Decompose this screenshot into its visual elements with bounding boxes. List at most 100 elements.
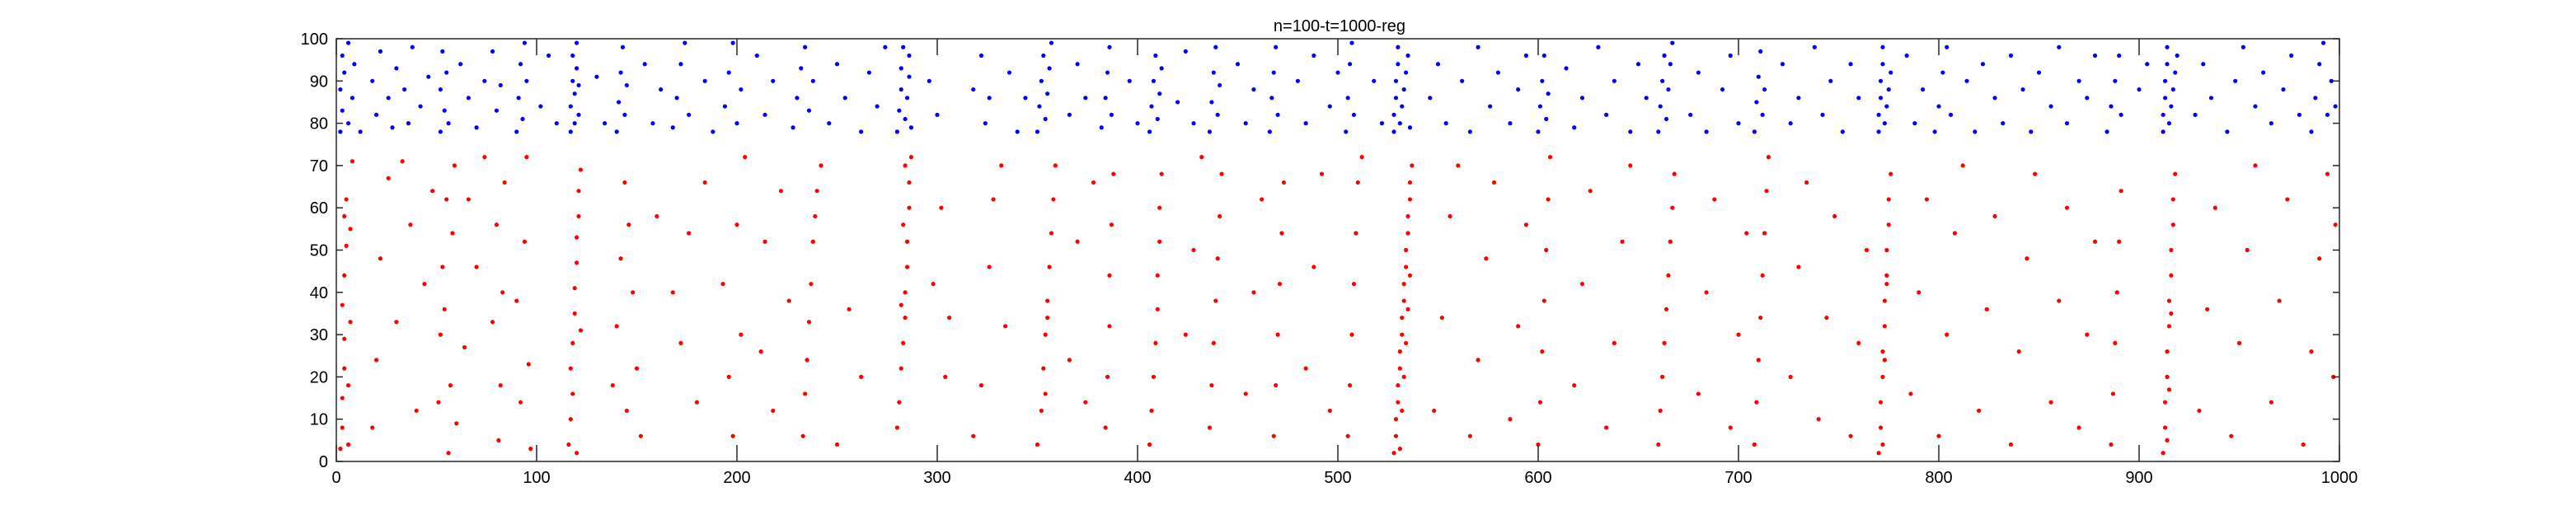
series-1-point-51 xyxy=(576,112,581,117)
series-1-point-37 xyxy=(520,116,525,122)
series-1-point-277 xyxy=(2165,44,2170,49)
series-0-point-332 xyxy=(2277,298,2282,303)
series-0-point-35 xyxy=(462,344,467,350)
series-1-point-96 xyxy=(901,44,906,49)
series-0-point-230 xyxy=(1579,281,1585,287)
series-1-point-199 xyxy=(1612,78,1616,83)
series-0-point-215 xyxy=(1467,433,1472,438)
series-0-point-298 xyxy=(2057,298,2062,303)
series-1-point-105 xyxy=(978,53,984,59)
series-1-point-279 xyxy=(2169,104,2174,109)
series-1-point-173 xyxy=(1401,87,1406,92)
series-0-point-118 xyxy=(939,205,944,210)
series-0-point-327 xyxy=(2229,433,2234,438)
series-0-point-100 xyxy=(834,442,840,447)
series-0-point-142 xyxy=(1103,425,1108,430)
series-1-point-8 xyxy=(352,62,357,67)
series-1-point-41 xyxy=(546,53,551,59)
series-1-point-126 xyxy=(1109,112,1114,117)
series-0-point-290 xyxy=(1977,408,1982,414)
series-1-point-81 xyxy=(799,66,804,71)
series-1-point-145 xyxy=(1235,62,1241,67)
series-0-point-303 xyxy=(2109,442,2114,447)
series-0-point-336 xyxy=(2317,256,2322,261)
series-0-point-218 xyxy=(1491,180,1497,185)
series-0-point-273 xyxy=(1882,324,1887,329)
series-1-point-258 xyxy=(2036,70,2042,75)
series-1-point-272 xyxy=(2161,129,2165,134)
series-0-point-182 xyxy=(1349,332,1354,337)
series-0-point-315 xyxy=(2166,298,2172,303)
series-1-point-170 xyxy=(1396,44,1401,49)
series-0-point-181 xyxy=(1347,383,1353,388)
series-0-point-214 xyxy=(1456,163,1461,168)
series-1-point-62 xyxy=(650,121,655,126)
series-1-point-229 xyxy=(1840,129,1845,134)
series-0-point-231 xyxy=(1588,189,1593,194)
series-0-point-248 xyxy=(1728,425,1733,430)
series-0-point-174 xyxy=(1279,231,1284,236)
series-0-point-319 xyxy=(2170,197,2175,202)
series-0-point-323 xyxy=(2169,311,2174,316)
chart-title: n=100-t=1000-reg xyxy=(1274,17,1405,35)
series-0-point-54 xyxy=(570,340,575,345)
series-0-point-305 xyxy=(2113,340,2118,345)
series-0-point-192 xyxy=(1397,366,1402,371)
series-0-point-282 xyxy=(1884,281,1889,287)
series-1-point-176 xyxy=(1407,125,1413,130)
series-0-point-179 xyxy=(1327,408,1332,414)
series-0-point-86 xyxy=(758,349,763,354)
series-0-point-317 xyxy=(2169,247,2174,253)
series-0-point-302 xyxy=(2092,239,2098,244)
series-0-point-269 xyxy=(1878,425,1884,430)
series-0-point-125 xyxy=(999,163,1004,168)
series-0-point-261 xyxy=(1804,180,1809,185)
x-tick-label-9: 900 xyxy=(2125,469,2152,487)
series-1-point-156 xyxy=(1327,104,1332,109)
series-0-point-1 xyxy=(340,425,345,430)
series-0-point-188 xyxy=(1393,433,1399,438)
series-0-point-281 xyxy=(1882,358,1887,363)
series-0-point-168 xyxy=(1251,290,1256,295)
series-0-point-169 xyxy=(1260,197,1265,202)
series-0-point-185 xyxy=(1355,180,1360,185)
series-0-point-257 xyxy=(1764,189,1769,194)
series-0-point-43 xyxy=(500,290,505,295)
series-0-point-131 xyxy=(1045,298,1050,303)
series-1-point-139 xyxy=(1207,129,1213,134)
series-1-point-140 xyxy=(1209,100,1214,105)
series-1-point-235 xyxy=(1878,78,1884,83)
series-1-point-201 xyxy=(1635,62,1641,67)
series-0-point-134 xyxy=(1051,197,1056,202)
series-0-point-78 xyxy=(694,400,700,405)
series-0-point-200 xyxy=(1405,231,1410,236)
series-1-point-158 xyxy=(1344,129,1349,134)
series-0-point-226 xyxy=(1544,247,1549,253)
series-1-point-261 xyxy=(2064,121,2070,126)
series-1-point-290 xyxy=(2261,70,2266,75)
series-0-point-22 xyxy=(414,408,419,414)
series-0-point-229 xyxy=(1572,383,1577,388)
series-1-point-166 xyxy=(1391,112,1396,117)
series-0-point-207 xyxy=(1401,374,1406,379)
series-1-point-129 xyxy=(1147,129,1152,134)
y-tick-label-1: 10 xyxy=(310,411,328,429)
series-1-point-278 xyxy=(2166,121,2172,126)
series-1-point-47 xyxy=(572,121,577,126)
series-0-point-224 xyxy=(1540,349,1545,354)
series-0-point-67 xyxy=(618,256,623,261)
series-0-point-254 xyxy=(1758,315,1763,321)
series-0-point-176 xyxy=(1303,366,1308,371)
series-1-point-263 xyxy=(2085,96,2090,101)
series-1-point-224 xyxy=(1788,121,1793,126)
series-0-point-163 xyxy=(1213,298,1218,303)
series-0-point-219 xyxy=(1508,417,1513,422)
series-0-point-316 xyxy=(2169,273,2174,278)
series-0-point-68 xyxy=(622,180,627,185)
series-1-point-63 xyxy=(659,87,664,92)
series-1-point-70 xyxy=(711,129,716,134)
series-1-point-29 xyxy=(474,125,479,130)
series-1-point-273 xyxy=(2161,112,2165,117)
y-tick-label-5: 50 xyxy=(310,242,328,260)
series-1-point-195 xyxy=(1572,125,1577,130)
